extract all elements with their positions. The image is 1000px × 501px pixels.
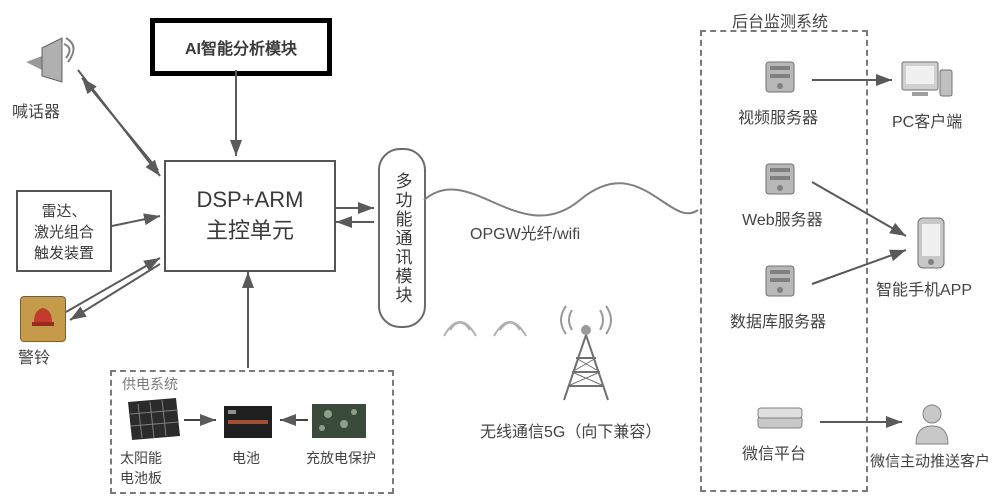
protect-label: 充放电保护 bbox=[306, 448, 376, 468]
video-server-icon bbox=[758, 56, 802, 105]
phone-icon bbox=[914, 216, 948, 277]
wechat-platform-label: 微信平台 bbox=[742, 440, 806, 464]
alarm-label: 警铃 bbox=[18, 344, 50, 368]
battery-label: 电池 bbox=[232, 448, 260, 468]
radio-waves-icon bbox=[430, 290, 550, 355]
solar-icon bbox=[122, 396, 182, 449]
video-server-label: 视频服务器 bbox=[738, 104, 818, 128]
db-server-label: 数据库服务器 bbox=[730, 308, 826, 332]
main-unit-box: DSP+ARM 主控单元 bbox=[164, 160, 336, 272]
ai-module-box: AI智能分析模块 bbox=[150, 18, 332, 76]
web-server-icon bbox=[758, 158, 802, 207]
solar-label: 太阳能 电池板 bbox=[120, 448, 162, 488]
main-unit-line2: 主控单元 bbox=[206, 213, 294, 245]
pc-client-icon bbox=[898, 58, 954, 109]
pc-client-label: PC客户端 bbox=[892, 108, 962, 132]
tower-icon bbox=[546, 300, 626, 415]
phone-app-label: 智能手机APP bbox=[876, 276, 972, 300]
loudspeaker-icon bbox=[18, 28, 78, 93]
alarm-icon bbox=[20, 296, 66, 342]
trigger-label: 雷达、 激光组合 触发装置 bbox=[34, 200, 94, 263]
wechat-push-icon bbox=[910, 400, 954, 453]
loudspeaker-label: 喊话器 bbox=[12, 98, 60, 122]
power-title: 供电系统 bbox=[122, 374, 178, 394]
main-unit-line1: DSP+ARM bbox=[197, 187, 304, 213]
trigger-box: 雷达、 激光组合 触发装置 bbox=[16, 190, 112, 272]
wechat-push-label: 微信主动推送客户 bbox=[870, 450, 990, 471]
battery-icon bbox=[220, 400, 276, 447]
db-server-icon bbox=[758, 260, 802, 309]
wireless-label: 无线通信5G（向下兼容） bbox=[480, 418, 661, 442]
ai-module-label: AI智能分析模块 bbox=[185, 35, 297, 59]
web-server-label: Web服务器 bbox=[742, 206, 823, 230]
protect-icon bbox=[310, 400, 368, 447]
wechat-platform-icon bbox=[752, 402, 808, 441]
comm-module-box: 多功能通讯模块 bbox=[378, 148, 426, 328]
opgw-label: OPGW光纤/wifi bbox=[470, 220, 580, 244]
comm-module-label: 多功能通讯模块 bbox=[390, 172, 415, 305]
backend-title: 后台监测系统 bbox=[732, 8, 828, 32]
